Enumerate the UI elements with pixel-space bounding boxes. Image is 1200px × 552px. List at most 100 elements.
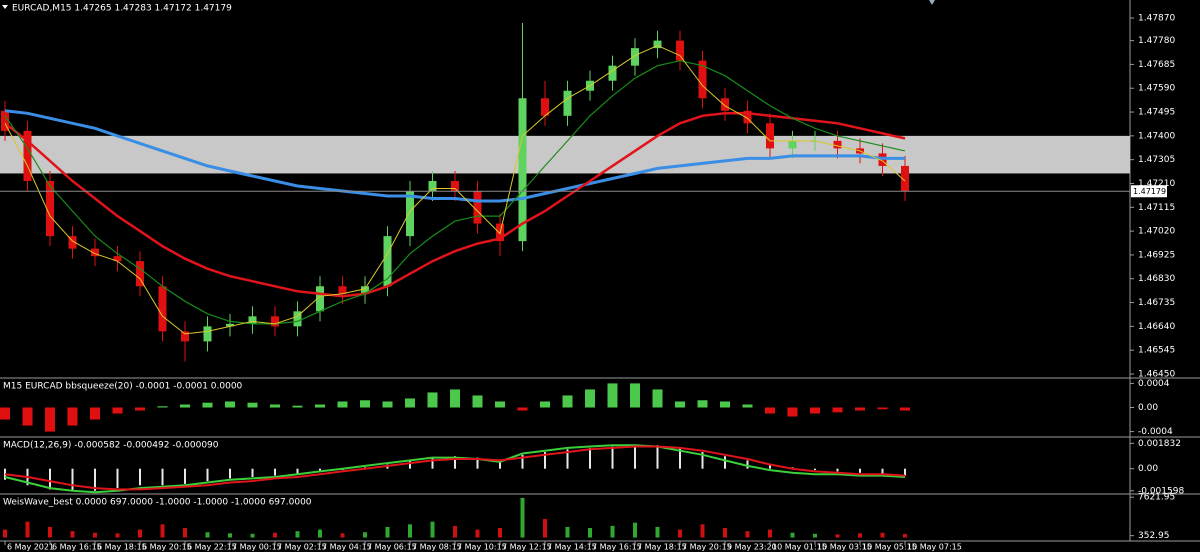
x-tick-label: 6 May 22:15	[187, 543, 237, 552]
weis-bar	[790, 532, 795, 538]
weis-bar	[768, 529, 772, 538]
weis-bar	[543, 519, 547, 538]
y-tick-label: 0.001832	[1138, 439, 1181, 449]
candle-body	[653, 40, 662, 49]
y-tick-label: 1.46640	[1138, 322, 1175, 332]
macd-bar	[521, 454, 524, 469]
candle-body	[68, 236, 77, 249]
y-tick-label: 1.47495	[1138, 108, 1175, 118]
macd-bar	[589, 447, 591, 469]
squeeze-bar	[900, 407, 910, 411]
weis-bar	[588, 528, 592, 538]
y-tick-label: 1.46925	[1138, 250, 1175, 260]
candle-body	[721, 98, 729, 111]
panel-title: M15 EURCAD bbsqueeze(20) -0.0001 -0.0001…	[3, 382, 243, 392]
x-tick-label: 10 May 07:15	[907, 543, 962, 552]
weis-bar	[205, 532, 210, 538]
squeeze-bar	[810, 407, 820, 414]
candle-body	[338, 286, 347, 294]
squeeze-bar	[225, 401, 235, 408]
weis-bar	[903, 533, 907, 538]
squeeze-bar	[607, 383, 618, 408]
x-tick-label: 6 May 18:15	[97, 543, 147, 552]
weis-bar	[183, 528, 187, 538]
squeeze-bar	[540, 401, 550, 408]
candle-body	[743, 110, 752, 124]
panel-title: WeisWave_best 0.0000 697.0000 -1.0000 -1…	[3, 498, 312, 508]
y-tick-label: -0.0004	[1138, 427, 1173, 437]
y-tick-label: 1.46450	[1138, 369, 1175, 379]
squeeze-bar	[832, 407, 843, 413]
y-tick-label: 1.47685	[1138, 60, 1175, 70]
macd-bar	[116, 468, 119, 489]
indicator-line	[4, 112, 906, 298]
squeeze-bar	[0, 407, 10, 420]
squeeze-bar	[135, 407, 145, 411]
weis-bar	[858, 533, 862, 538]
candle-body	[248, 316, 257, 324]
weis-bar	[340, 533, 345, 538]
candle-body	[518, 98, 527, 242]
y-tick-label: 1.46735	[1138, 298, 1175, 308]
squeeze-bar	[517, 407, 528, 411]
y-tick-label: 1.47780	[1138, 36, 1175, 46]
weis-bar	[250, 533, 255, 538]
y-tick-label: 0.0004	[1138, 379, 1170, 389]
y-tick-label: 1.47115	[1138, 203, 1175, 213]
squeeze-bar	[180, 404, 190, 408]
squeeze-bar	[720, 401, 730, 408]
squeeze-bar	[562, 395, 573, 408]
macd-bar	[544, 452, 546, 469]
weis-bar	[453, 525, 457, 538]
weis-bar	[430, 521, 435, 538]
squeeze-bar	[405, 398, 415, 408]
macd-bar	[94, 468, 96, 491]
macd-bar	[769, 464, 771, 469]
panel: 7621.95 352.95 WeisWave_best 0.0000 697.00…	[3, 493, 1175, 541]
x-tick-label: 10 May 03:15	[817, 543, 872, 552]
squeeze-bar	[675, 401, 685, 408]
y-tick-label: -0.001598	[1138, 486, 1184, 496]
indicator-line	[4, 445, 906, 491]
squeeze-bar	[112, 407, 123, 414]
weis-bar	[318, 529, 322, 538]
weis-bar	[295, 531, 300, 538]
squeeze-bar	[652, 389, 663, 408]
squeeze-bar	[90, 407, 100, 420]
squeeze-bar	[585, 389, 595, 408]
squeeze-bar	[270, 404, 280, 408]
macd-bar	[71, 468, 74, 491]
squeeze-bar	[787, 407, 798, 417]
y-tick-label: 7621.95	[1138, 493, 1175, 503]
weis-bar	[3, 529, 7, 538]
squeeze-bar	[742, 404, 753, 408]
weis-bar	[408, 524, 412, 538]
macd-bar	[881, 468, 884, 475]
candle-body	[833, 140, 842, 149]
macd-bar	[656, 445, 659, 469]
weis-bar	[655, 526, 660, 538]
weis-bar	[160, 524, 165, 538]
weis-bar	[228, 533, 232, 538]
weis-bar	[678, 529, 682, 538]
candle-body	[113, 256, 122, 262]
x-tick-label: 7 May 06:15	[367, 543, 417, 552]
panel-title: EURCAD,M15 1.47265 1.47283 1.47172 1.471…	[12, 4, 232, 14]
candle-body	[451, 180, 459, 192]
y-tick-label: 1.47870	[1138, 14, 1175, 24]
x-tick-label: 6 May 2021	[7, 543, 54, 552]
squeeze-bar	[202, 402, 213, 408]
macd-bar	[139, 468, 141, 486]
candle-body	[226, 323, 234, 327]
x-tick-label: 9 May 23:20	[727, 543, 777, 552]
candle-body	[608, 65, 617, 81]
weis-bar	[138, 529, 142, 538]
squeeze-bar	[450, 389, 460, 408]
squeeze-bar	[292, 405, 303, 408]
candle-body	[136, 261, 144, 287]
candle-body	[181, 331, 189, 342]
weis-bar	[633, 522, 637, 538]
weis-bar	[700, 524, 705, 538]
macd-bar	[746, 460, 749, 469]
weis-bar	[363, 532, 367, 538]
